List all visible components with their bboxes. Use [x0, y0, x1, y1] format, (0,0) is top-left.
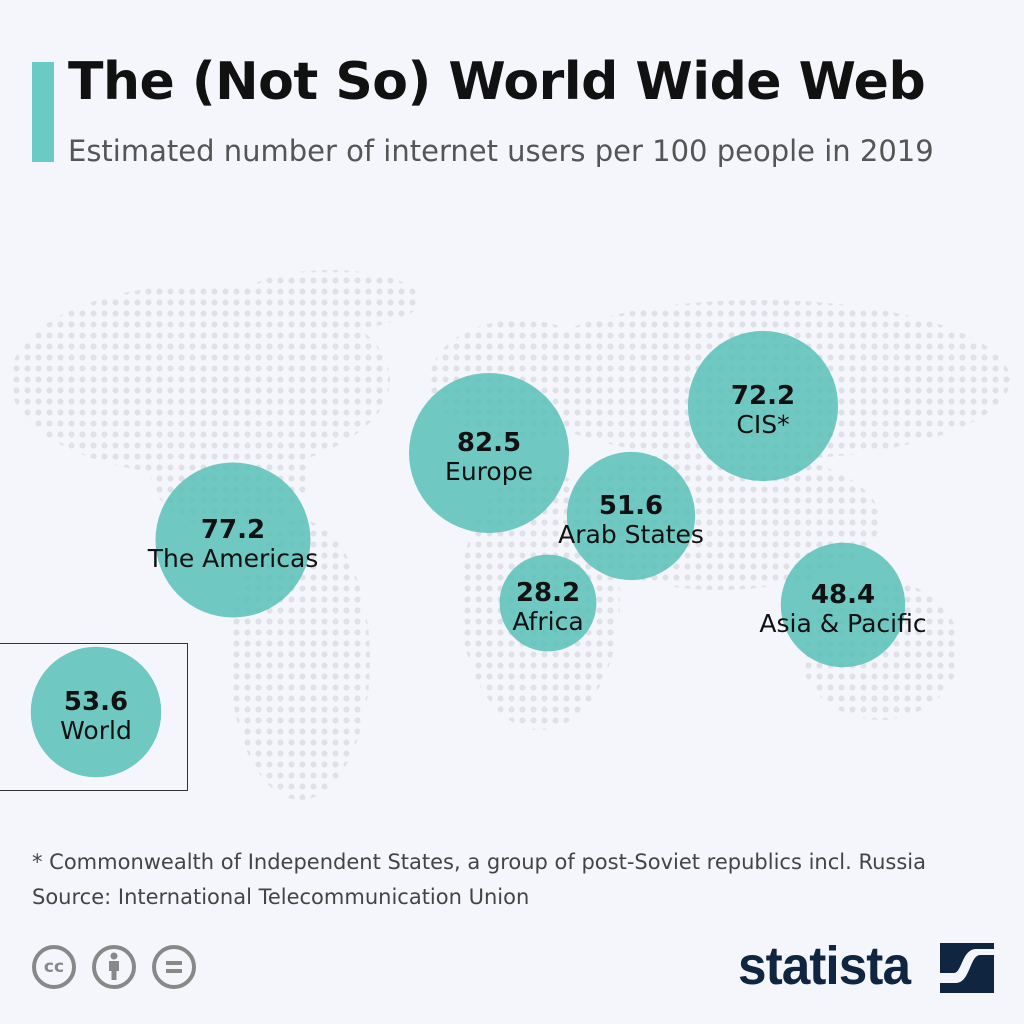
bubble-value-label: 51.6	[599, 491, 663, 521]
bubble-value-label: 28.2	[516, 578, 580, 608]
cc-icon: cc	[32, 945, 76, 989]
bubble-category-label: Africa	[512, 607, 583, 636]
title-accent-bar	[32, 62, 54, 162]
world-box	[0, 643, 188, 791]
bubble-5	[687, 330, 839, 482]
page-title: The (Not So) World Wide Web	[68, 52, 926, 112]
bubble-category-label: Asia & Pacific	[759, 609, 926, 638]
footnote: * Commonwealth of Independent States, a …	[32, 850, 926, 874]
page-subtitle: Estimated number of internet users per 1…	[68, 134, 934, 168]
bubble-0	[30, 646, 162, 778]
bubble-3	[566, 451, 696, 581]
source: Source: International Telecommunication …	[32, 885, 530, 909]
statista-logo: statista	[738, 936, 911, 996]
bubble-category-label: World	[60, 716, 132, 745]
bubble-value-label: 72.2	[731, 381, 795, 411]
bubble-6	[780, 542, 906, 668]
attribution-icon	[92, 945, 136, 989]
bubble-2	[409, 373, 569, 533]
bubble-category-label: Europe	[445, 457, 533, 486]
no-derivatives-icon	[152, 945, 196, 989]
bubble-value-label: 53.6	[64, 687, 128, 717]
bubble-4	[499, 554, 597, 652]
statista-logo-mark	[940, 943, 994, 993]
bubble-1	[155, 462, 311, 618]
bubble-category-label: The Americas	[147, 544, 319, 573]
cc-text: cc	[43, 957, 65, 977]
bubble-category-label: CIS*	[736, 410, 789, 439]
bubble-value-label: 77.2	[201, 515, 265, 545]
bubble-value-label: 82.5	[457, 428, 521, 458]
bubble-value-label: 48.4	[811, 580, 875, 610]
bubble-category-label: Arab States	[558, 520, 704, 549]
